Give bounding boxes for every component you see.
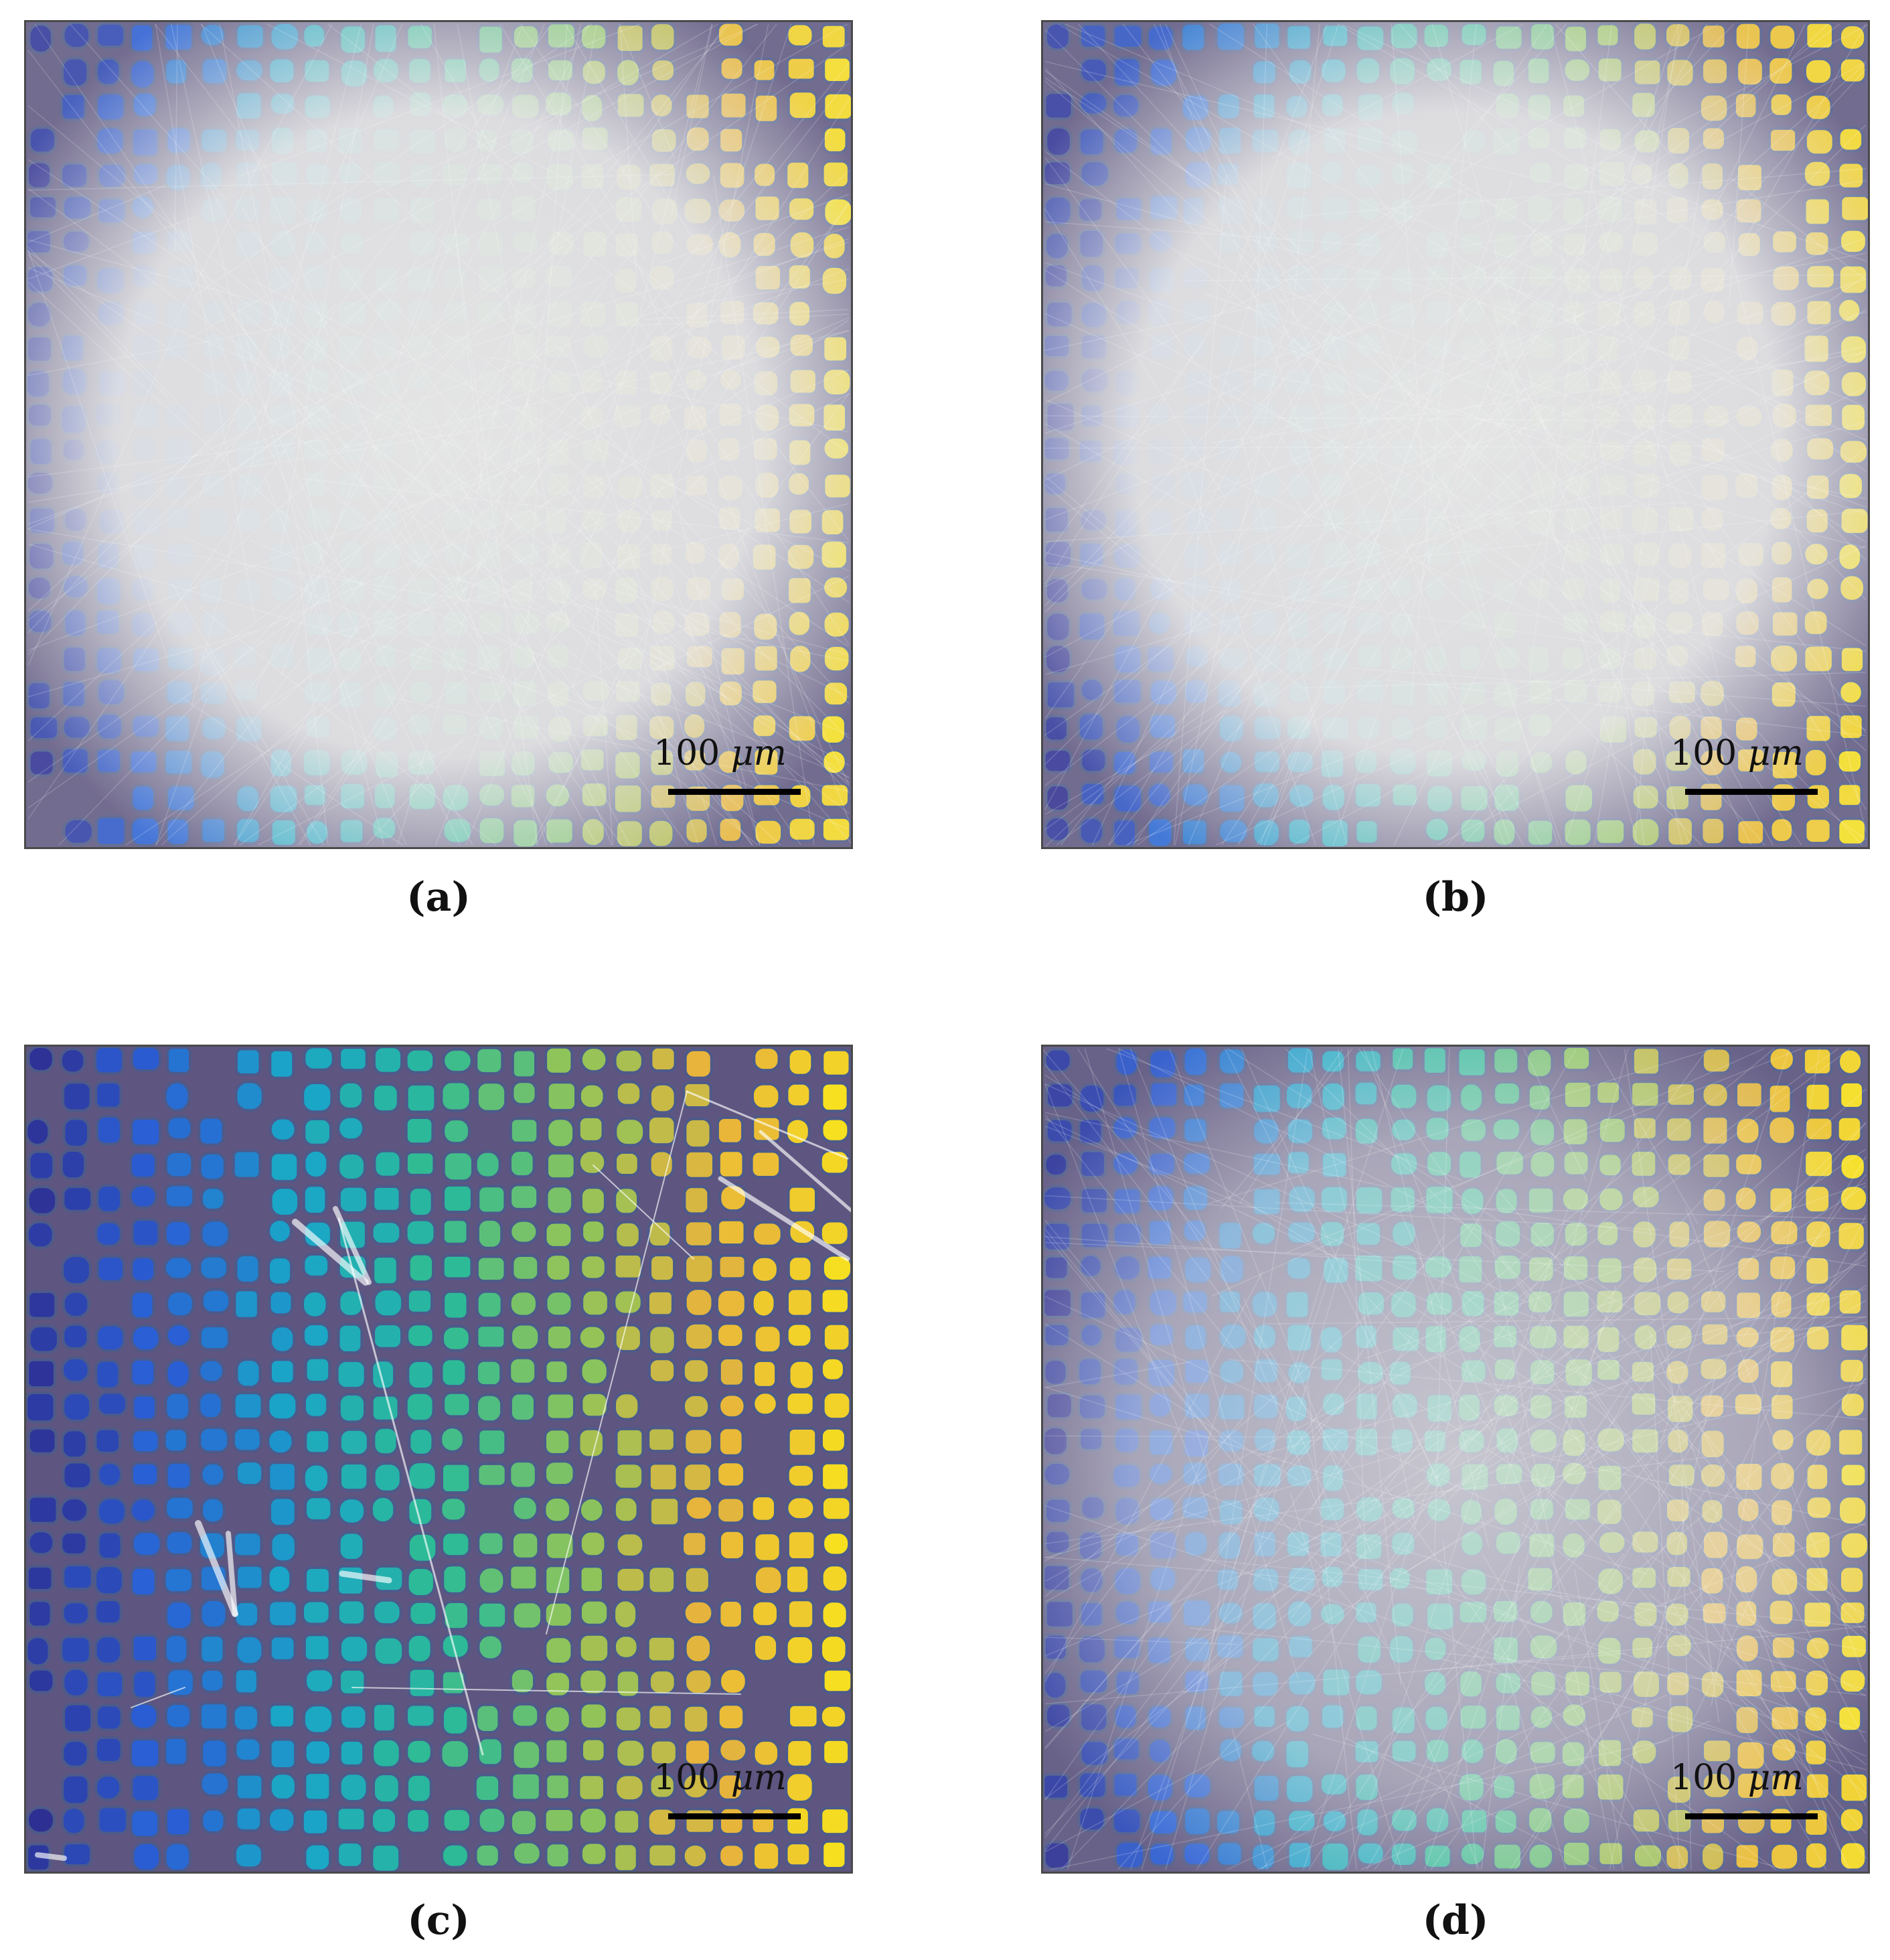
scale-bar [1685, 1813, 1818, 1819]
connection-lines [27, 23, 853, 846]
scale-bar [1685, 789, 1818, 795]
caption-a: (a) [406, 874, 471, 921]
scale-bar [668, 1813, 801, 1819]
overlay-haze [24, 20, 853, 849]
scale-bar [668, 789, 801, 795]
caption-b: (b) [1422, 874, 1489, 921]
panel-c: 100 μm [24, 1045, 853, 1874]
scale-bar-label: 100 μm [1670, 733, 1804, 773]
panel-frame [1041, 20, 1870, 849]
panel-b-image [1041, 20, 1870, 849]
panel-frame [24, 1045, 853, 1874]
scale-bar-label: 100 μm [653, 1758, 787, 1798]
panel-a-image [24, 20, 853, 849]
overlay-haze [1041, 20, 1870, 849]
panel-a: 100 μm [24, 20, 853, 849]
overlay-haze [1041, 1045, 1870, 1874]
connection-lines [1044, 23, 1870, 848]
caption-c: (c) [407, 1897, 470, 1944]
connection-lines [35, 1090, 853, 1861]
panel-b: 100 μm [1041, 20, 1870, 849]
scale-bar-label: 100 μm [653, 733, 787, 773]
caption-d: (d) [1422, 1897, 1489, 1944]
panel-d-image [1041, 1045, 1870, 1874]
panel-d: 100 μm [1041, 1045, 1870, 1874]
cell-regions [25, 1045, 853, 1874]
panel-frame [24, 20, 853, 849]
panel-frame [1041, 1045, 1870, 1874]
panel-c-image [24, 1045, 853, 1874]
scale-bar-label: 100 μm [1670, 1758, 1804, 1798]
connection-lines [1041, 1048, 1867, 1870]
